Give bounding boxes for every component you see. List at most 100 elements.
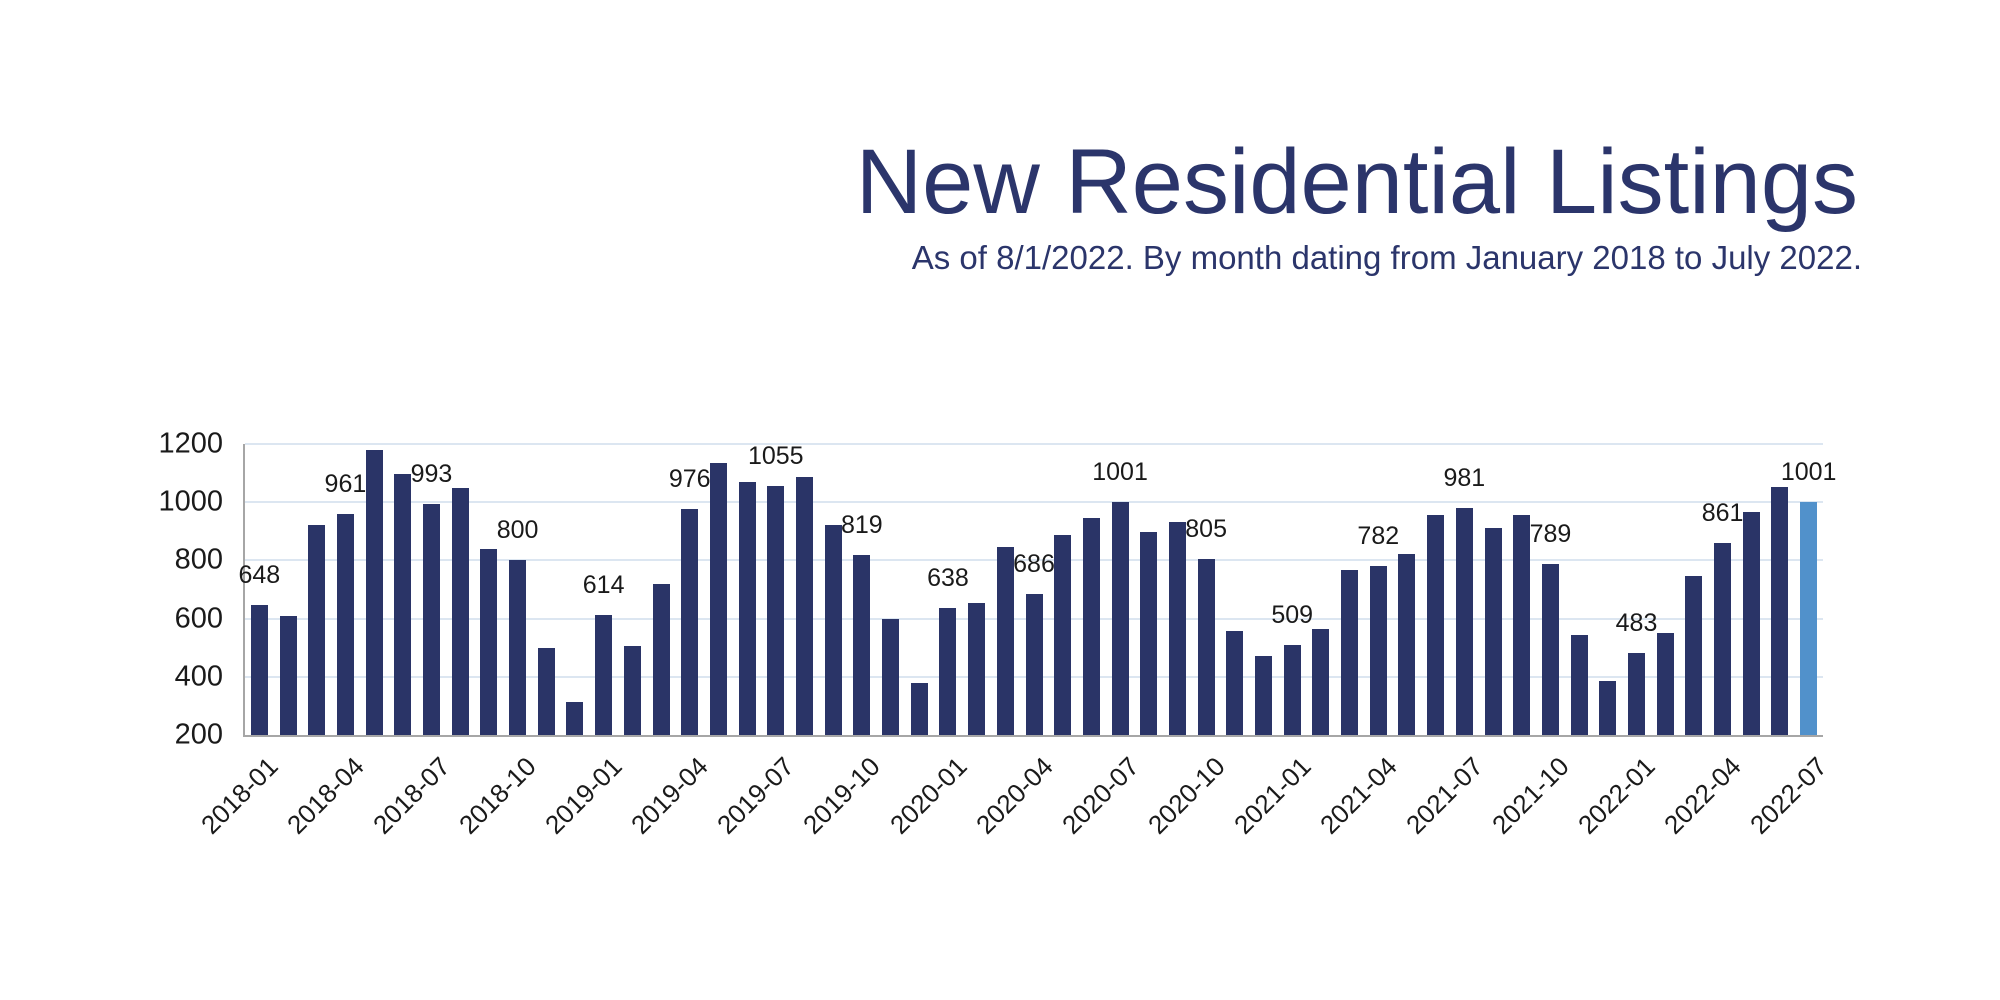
bar-2020-08 [1140,532,1158,735]
bar-2019-09 [824,524,842,735]
bar-2019-03 [652,583,670,735]
bar-2018-07 [422,504,440,735]
bar-2018-10 [509,560,527,735]
y-axis-tick-label: 600 [174,602,223,635]
bar-2022-01 [1628,652,1645,735]
y-axis-tick-label: 400 [174,660,223,693]
data-label-2021-04: 782 [1357,521,1400,550]
x-axis-tick-label-2019-01: 2019-01 [539,751,628,840]
bar-2021-01 [1283,645,1301,735]
y-axis-tick-label: 800 [174,543,223,576]
bar-2020-03 [996,547,1014,735]
bar-2019-10 [853,554,871,735]
data-label-2018-04: 961 [324,469,367,498]
bar-2021-03 [1341,570,1359,735]
data-label-2022-07: 1001 [1780,457,1837,486]
data-label-2019-04: 976 [668,465,711,494]
bar-2020-04 [1025,593,1043,735]
x-axis-tick-label-2020-07: 2020-07 [1055,751,1145,840]
bar-2021-07 [1455,507,1473,735]
bar-2022-02 [1656,632,1674,735]
bar-2021-05 [1398,553,1416,735]
bar-2022-07 [1800,501,1818,735]
gridline-800 [245,559,1823,562]
bar-2018-03 [308,524,326,735]
bar-2018-12 [566,702,584,735]
x-axis-tick-label-2022-07: 2022-07 [1744,751,1833,840]
bar-2019-02 [623,646,641,735]
bar-2020-05 [1054,534,1072,735]
x-axis-tick-label-2022-04: 2022-04 [1658,751,1747,840]
bar-2020-07 [1111,501,1129,735]
y-axis-line [243,444,245,737]
data-label-2018-01: 648 [238,560,281,589]
data-label-2019-10: 819 [840,510,883,539]
bar-2019-06 [738,481,756,735]
data-label-2021-07: 981 [1443,463,1486,492]
data-label-2022-04: 861 [1701,498,1744,527]
data-label-2019-07: 1055 [747,442,804,471]
x-axis-tick-label-2018-04: 2018-04 [280,751,370,840]
bar-2022-06 [1771,487,1789,735]
chart-subtitle: As of 8/1/2022. By month dating from Jan… [911,239,1862,276]
gridline-1000 [245,501,1823,504]
bar-2020-11 [1226,630,1244,735]
x-axis-tick-label-2021-01: 2021-01 [1227,751,1317,840]
bar-2021-12 [1599,681,1617,735]
chart-title: New Residential Listings [855,131,1858,233]
bar-2019-08 [795,476,813,735]
bar-2020-01 [939,607,957,735]
bar-2018-04 [336,513,354,735]
bar-2020-10 [1197,558,1215,735]
x-axis-tick-label-2021-07: 2021-07 [1399,751,1489,840]
bar-2019-12 [910,683,928,735]
x-axis-line [243,735,1823,737]
bar-2021-06 [1427,515,1445,735]
x-axis-tick-label-2021-04: 2021-04 [1313,751,1403,840]
bar-2020-02 [968,603,986,735]
y-axis-tick-label: 1000 [158,485,223,518]
data-label-2018-10: 800 [496,516,539,545]
gridline-1200 [245,443,1823,445]
bar-2018-06 [394,473,412,735]
y-axis-tick-label: 1200 [158,427,223,460]
x-axis-tick-label-2019-10: 2019-10 [797,751,887,840]
bar-2021-02 [1312,628,1330,735]
bar-2022-05 [1742,512,1760,735]
x-axis-tick-label-2018-10: 2018-10 [453,751,542,840]
x-axis-tick-label-2018-01: 2018-01 [194,751,284,840]
bar-2020-09 [1168,521,1186,735]
x-axis-tick-label-2021-10: 2021-10 [1485,751,1575,840]
data-label-2022-01: 483 [1615,608,1658,637]
bar-2018-02 [279,615,297,735]
x-axis-tick-label-2022-01: 2022-01 [1572,751,1661,840]
x-axis-tick-label-2020-10: 2020-10 [1141,751,1231,840]
bar-2018-11 [537,647,555,735]
bar-2018-05 [365,450,383,735]
bar-2019-04 [681,509,699,735]
bar-2021-04 [1369,565,1387,735]
bar-2022-04 [1714,542,1732,735]
data-label-2020-07: 1001 [1092,457,1148,486]
x-axis-tick-label-2018-07: 2018-07 [367,751,456,840]
bar-2021-10 [1541,563,1559,735]
bar-2020-12 [1255,656,1273,735]
data-label-2021-01: 509 [1271,601,1314,630]
x-axis-tick-label-2020-01: 2020-01 [883,751,973,840]
data-label-2021-10: 789 [1529,519,1572,548]
bar-2018-08 [451,488,469,735]
bar-2018-09 [480,548,498,735]
y-axis-tick-label: 200 [174,718,223,751]
bar-2019-11 [882,619,900,735]
data-label-2020-04: 686 [1013,549,1055,578]
bar-2020-06 [1082,517,1100,735]
bar-2019-07 [767,486,785,735]
x-axis-tick-label-2020-04: 2020-04 [969,751,1059,840]
bar-2019-05 [709,462,727,735]
data-label-2019-01: 614 [582,570,625,599]
bar-2022-03 [1685,575,1703,735]
bar-2021-09 [1513,515,1531,735]
data-label-2020-10: 805 [1185,514,1227,543]
data-label-2020-01: 638 [927,563,969,592]
